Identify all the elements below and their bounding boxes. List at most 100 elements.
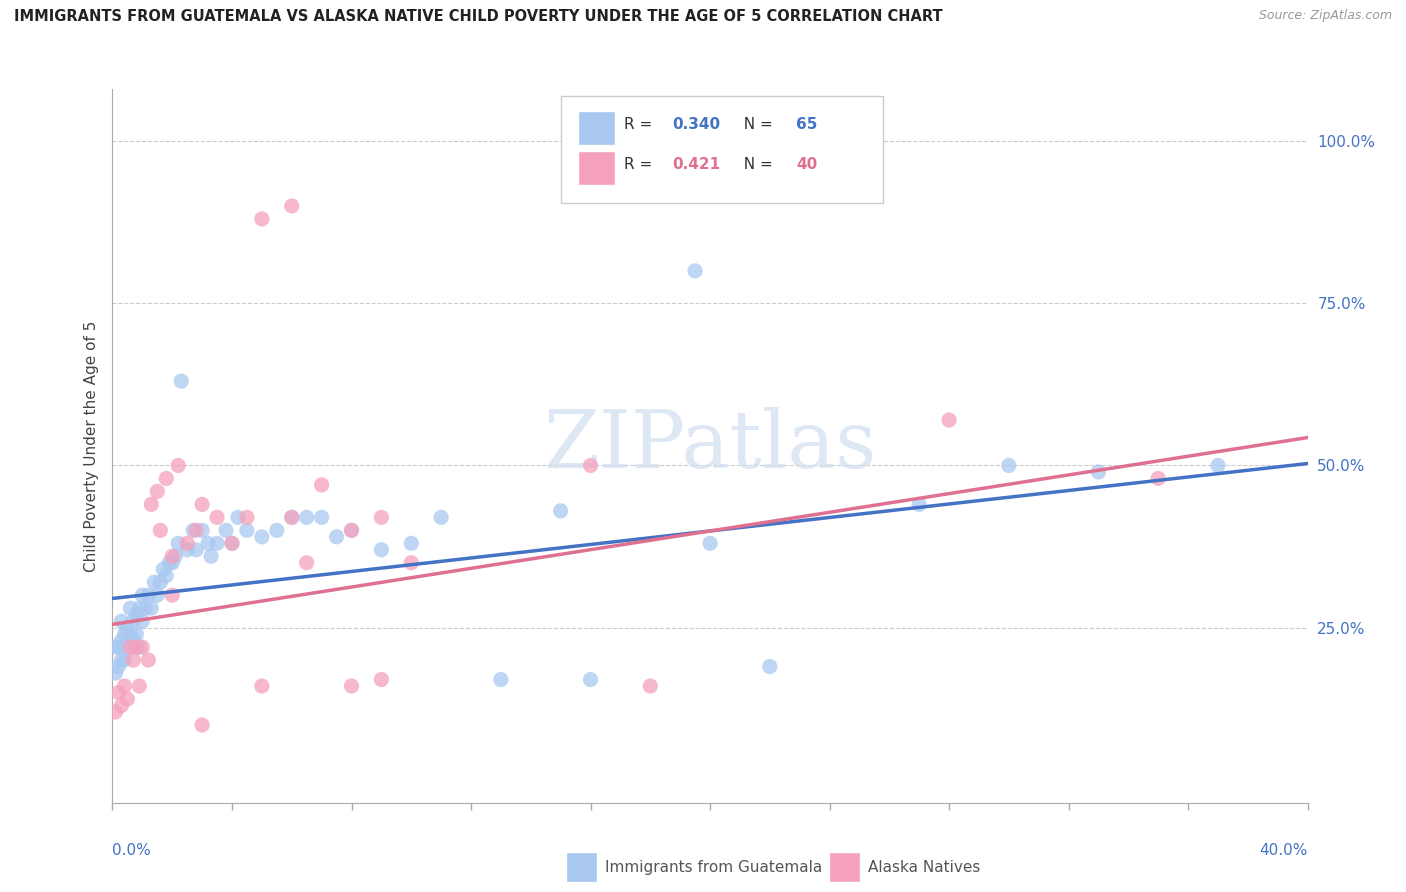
Point (122, 614, 145, 628)
Point (167, 458, 190, 473)
Point (125, 627, 148, 641)
Text: 0.0%: 0.0% (112, 843, 152, 858)
Point (197, 536, 219, 550)
Point (340, 524, 363, 538)
Point (236, 510, 259, 524)
Point (638, 679, 662, 693)
Point (998, 458, 1021, 473)
Point (340, 679, 363, 693)
Text: 40.0%: 40.0% (1260, 843, 1308, 858)
Point (141, 497, 163, 511)
Point (125, 607, 148, 622)
Point (221, 536, 243, 550)
Point (221, 536, 243, 550)
Point (215, 524, 238, 538)
Point (489, 673, 512, 687)
Point (155, 471, 177, 485)
Point (117, 640, 139, 654)
Point (122, 633, 145, 648)
Point (430, 510, 453, 524)
Point (149, 524, 172, 538)
Point (281, 510, 304, 524)
Point (938, 413, 960, 427)
Point (104, 666, 127, 681)
Point (120, 601, 142, 615)
Point (1087, 465, 1109, 479)
Point (157, 556, 180, 570)
Point (114, 679, 135, 693)
FancyBboxPatch shape (579, 152, 614, 184)
Point (128, 601, 150, 615)
Point (114, 653, 135, 667)
FancyBboxPatch shape (567, 853, 596, 881)
Point (138, 588, 160, 602)
Point (191, 524, 214, 538)
Point (370, 510, 392, 524)
Point (250, 530, 273, 544)
Point (165, 549, 187, 564)
Point (110, 614, 132, 628)
Point (141, 601, 163, 615)
Point (110, 653, 132, 667)
Point (370, 673, 392, 687)
Text: IMMIGRANTS FROM GUATEMALA VS ALASKA NATIVE CHILD POVERTY UNDER THE AGE OF 5 CORR: IMMIGRANTS FROM GUATEMALA VS ALASKA NATI… (14, 9, 942, 24)
Point (122, 653, 145, 667)
Text: R =: R = (624, 118, 657, 132)
Point (107, 685, 129, 699)
Point (683, 264, 706, 278)
Point (295, 510, 318, 524)
Point (104, 705, 127, 719)
Point (117, 621, 139, 635)
Point (110, 698, 132, 713)
Point (191, 718, 214, 732)
FancyBboxPatch shape (579, 112, 614, 145)
Point (325, 530, 347, 544)
Text: Source: ZipAtlas.com: Source: ZipAtlas.com (1258, 9, 1392, 22)
Point (401, 556, 423, 570)
Point (250, 679, 273, 693)
FancyBboxPatch shape (830, 853, 859, 881)
Text: 0.340: 0.340 (672, 118, 720, 132)
Point (138, 653, 160, 667)
Point (191, 497, 214, 511)
Point (107, 640, 129, 654)
Point (181, 524, 204, 538)
Text: N =: N = (734, 157, 778, 171)
Point (908, 497, 931, 511)
Point (162, 549, 183, 564)
Point (110, 633, 132, 648)
Point (162, 588, 183, 602)
Point (152, 562, 174, 576)
Point (281, 510, 304, 524)
Point (205, 510, 228, 524)
Point (104, 640, 127, 654)
Point (120, 640, 142, 654)
Point (311, 510, 333, 524)
Point (149, 575, 172, 590)
Point (1206, 458, 1229, 473)
Point (128, 640, 150, 654)
Point (125, 640, 148, 654)
Point (120, 627, 142, 641)
Point (176, 536, 198, 550)
Point (250, 211, 273, 226)
Point (107, 659, 129, 673)
Point (117, 692, 139, 706)
Point (114, 627, 135, 641)
Point (370, 542, 392, 557)
Point (155, 568, 177, 582)
FancyBboxPatch shape (561, 96, 883, 203)
Point (131, 588, 153, 602)
Point (401, 536, 423, 550)
Text: R =: R = (624, 157, 657, 171)
Point (200, 549, 222, 564)
Point (579, 458, 602, 473)
Point (176, 542, 198, 557)
Point (128, 679, 150, 693)
Y-axis label: Child Poverty Under the Age of 5: Child Poverty Under the Age of 5 (83, 320, 98, 572)
Point (295, 556, 318, 570)
Point (205, 536, 228, 550)
Point (131, 614, 153, 628)
Text: N =: N = (734, 118, 778, 132)
Point (146, 588, 169, 602)
